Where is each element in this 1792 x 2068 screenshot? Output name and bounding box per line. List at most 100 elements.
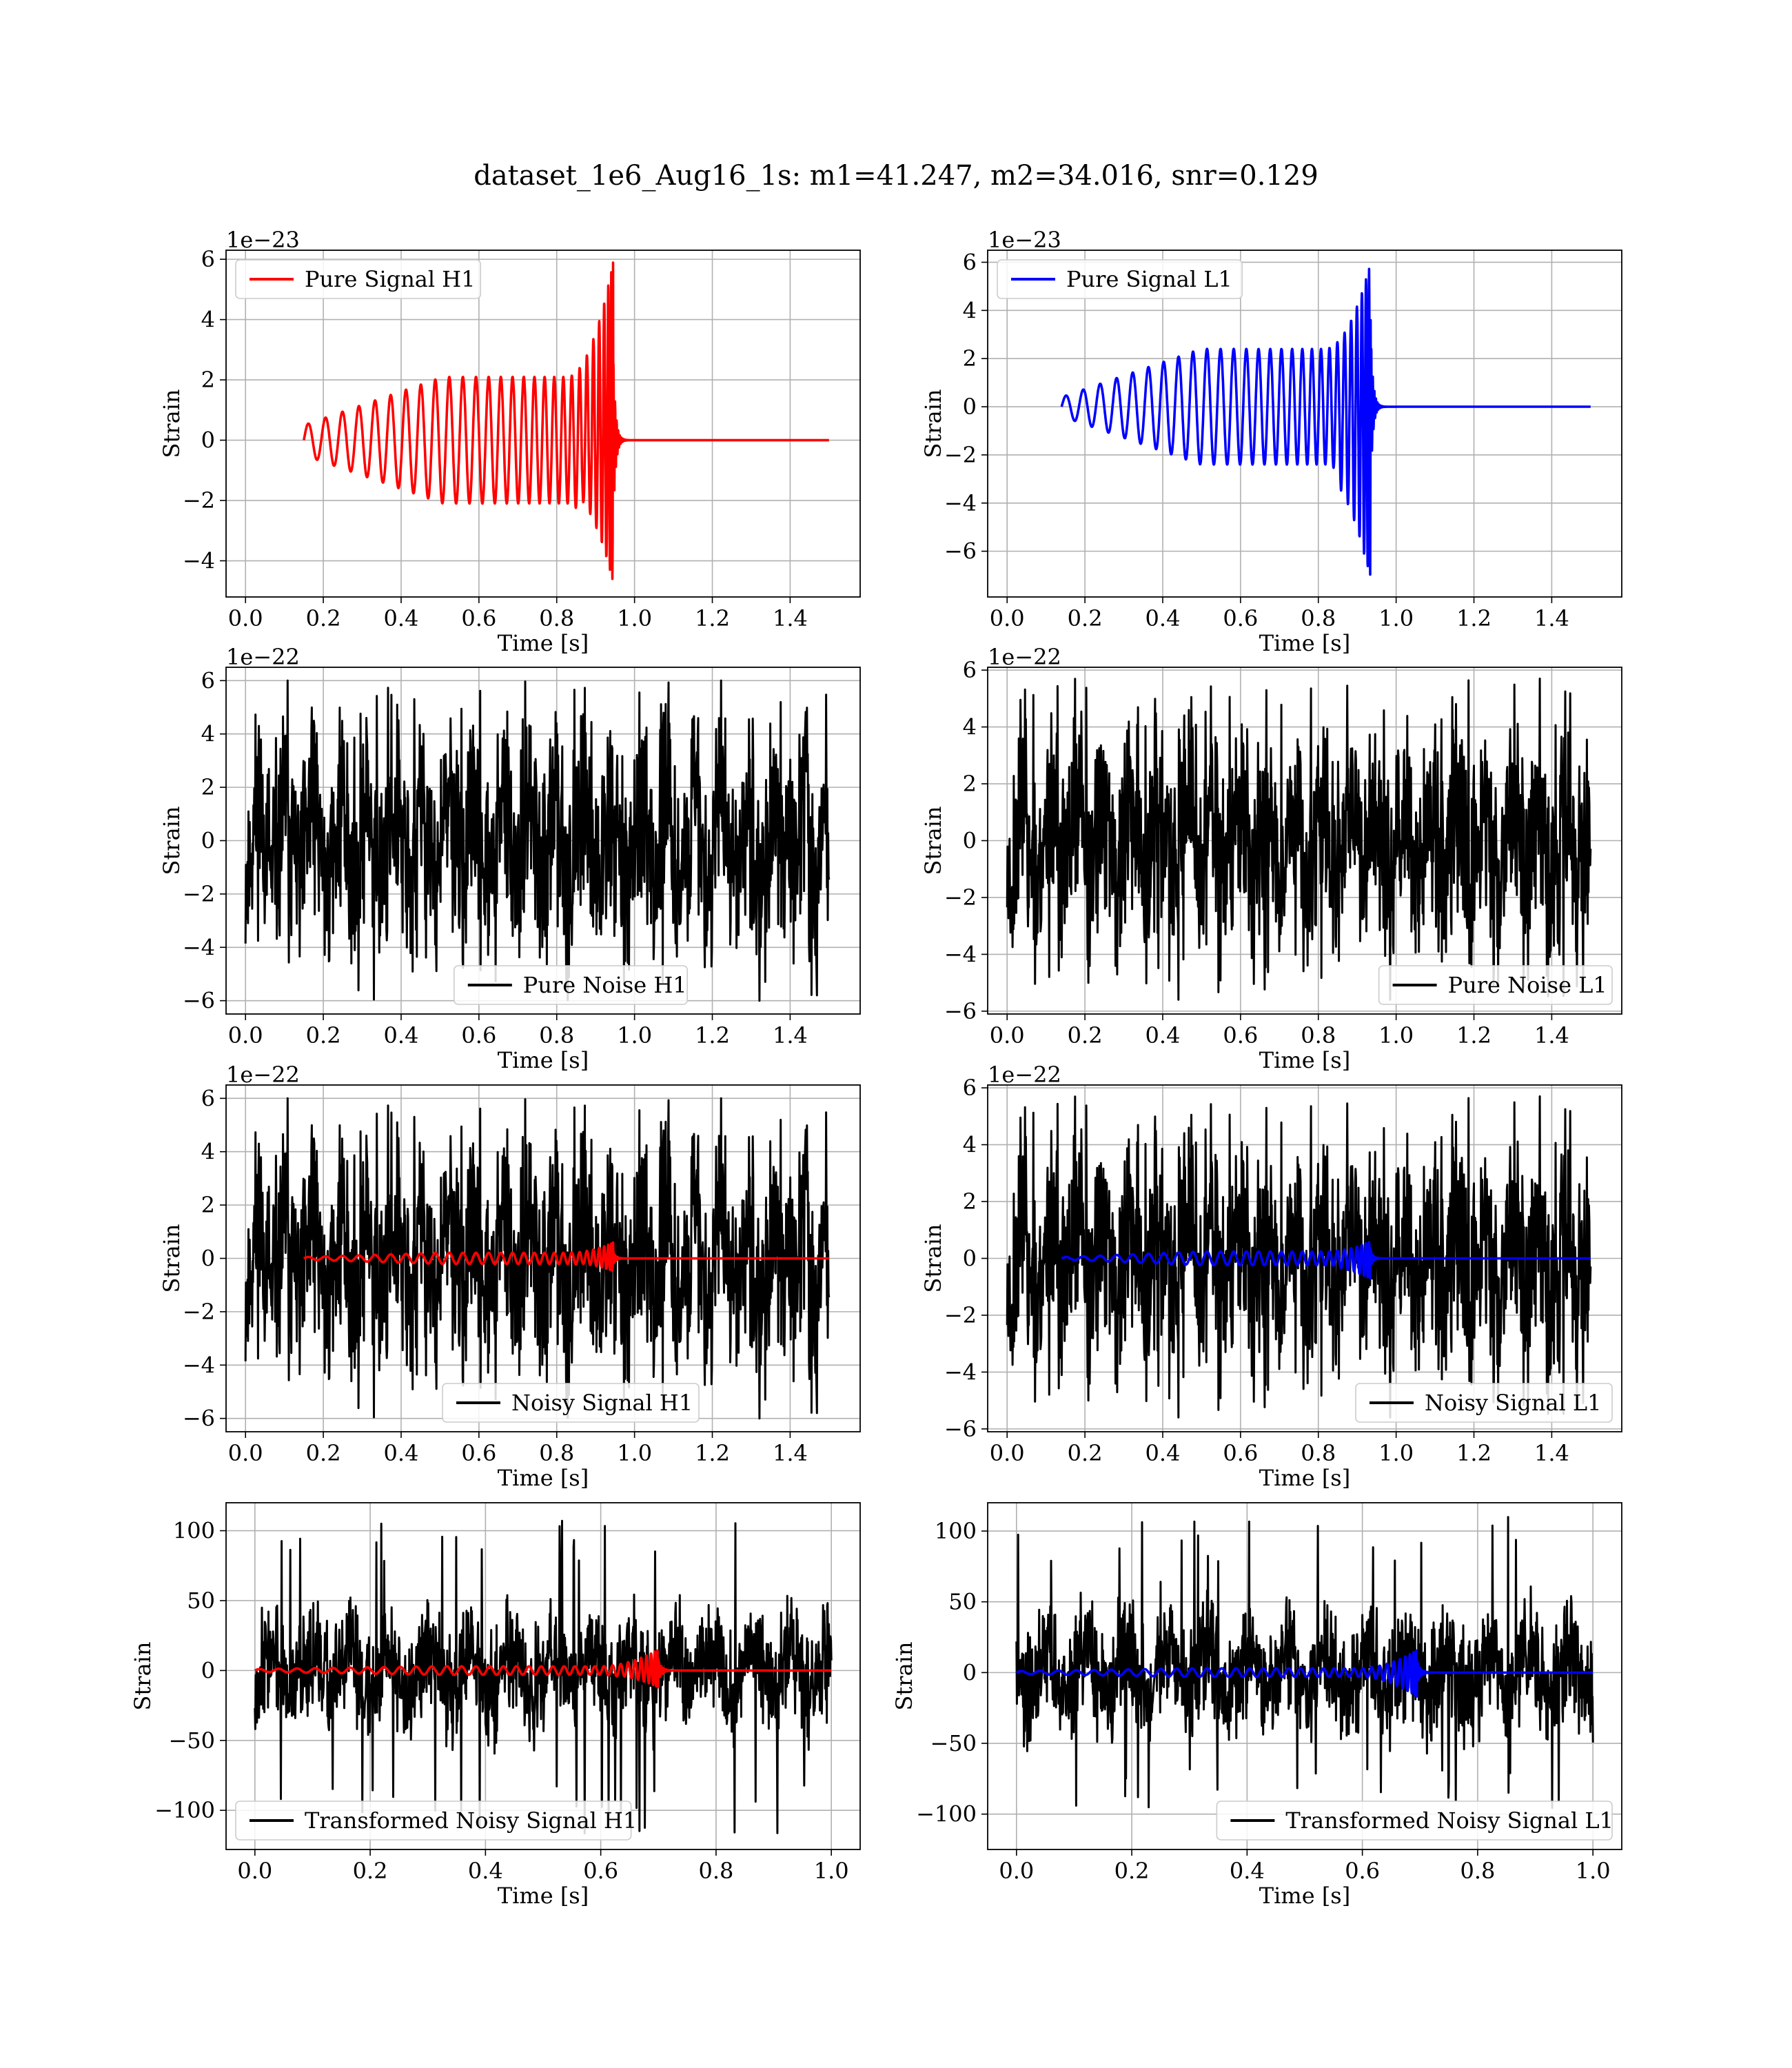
x-tick-label: 0.8	[539, 605, 574, 631]
legend-label: Noisy Signal L1	[1425, 1390, 1602, 1416]
x-tick-label: 0.2	[353, 1858, 388, 1884]
x-axis-label: Time [s]	[498, 630, 589, 656]
x-tick-label: 1.2	[1456, 1440, 1491, 1466]
x-tick-label: 1.0	[617, 1440, 652, 1466]
x-tick-label: 1.0	[1378, 1440, 1414, 1466]
y-tick-label: −6	[944, 1416, 977, 1442]
noise-series-line	[244, 679, 831, 1002]
legend: Pure Noise H1	[453, 965, 688, 1005]
noise-series-line	[254, 1519, 833, 1835]
series-group	[1060, 267, 1592, 576]
series-group	[1006, 678, 1592, 1001]
y-tick-label: −2	[183, 1299, 215, 1325]
x-axis-label: Time [s]	[1259, 1883, 1350, 1909]
x-tick-label: 0.6	[1345, 1858, 1380, 1884]
y-tick-label: 4	[963, 714, 977, 740]
x-tick-label: 1.0	[617, 1022, 652, 1048]
x-tick-label: 1.0	[1576, 1858, 1611, 1884]
x-axis-label: Time [s]	[1259, 1047, 1350, 1073]
axes-frame	[987, 250, 1622, 598]
noise-series-line	[244, 1097, 831, 1420]
x-tick-label: 0.2	[1068, 1440, 1103, 1466]
y-tick-label: 0	[201, 427, 215, 454]
series-group	[1015, 1516, 1594, 1810]
y-tick-label: 100	[935, 1518, 977, 1544]
y-tick-label: −6	[944, 538, 977, 565]
x-tick-label: 1.0	[814, 1858, 849, 1884]
x-tick-label: 0.2	[1068, 605, 1103, 631]
x-tick-label: 0.0	[990, 1022, 1025, 1048]
y-tick-label: 50	[948, 1589, 977, 1615]
x-tick-label: 1.2	[1456, 1022, 1491, 1048]
x-tick-label: 0.2	[306, 605, 341, 631]
x-tick-label: 0.0	[999, 1858, 1034, 1884]
x-tick-label: 1.4	[773, 1440, 808, 1466]
legend-label: Pure Noise H1	[523, 972, 687, 998]
x-tick-label: 1.4	[773, 1022, 808, 1048]
axis-offset-text: 1e−22	[226, 1062, 300, 1088]
x-tick-label: 1.2	[695, 1022, 730, 1048]
x-tick-label: 1.4	[1534, 1440, 1569, 1466]
legend-box	[1378, 965, 1613, 1005]
x-axis-label: Time [s]	[1259, 630, 1350, 656]
y-axis-label: Strain	[920, 1224, 946, 1293]
legend-box	[235, 259, 482, 299]
y-tick-label: 0	[201, 1657, 215, 1683]
x-tick-label: 0.4	[384, 1022, 419, 1048]
x-tick-label: 0.4	[468, 1858, 503, 1884]
legend-label: Pure Signal L1	[1066, 266, 1232, 292]
signal-series-line	[303, 1241, 831, 1273]
noise-series-line	[1015, 1516, 1594, 1810]
axis-offset-text: 1e−23	[988, 227, 1061, 253]
subplot-grid: 0.0 0.2 0.4 0.6 0.8 1.0 1.2 1.4 −4 −2 0 2 4 6 Time [s]…	[130, 227, 1622, 1909]
y-tick-label: −2	[183, 487, 215, 514]
subplot-7: 0.0 0.2 0.4 0.6 0.8 1.0 −100 −50 0 50 100 Time [s] S…	[130, 1502, 861, 1909]
x-tick-label: 0.4	[1146, 605, 1181, 631]
figure-title: dataset_1e6_Aug16_1s: m1=41.247, m2=34.0…	[474, 160, 1318, 192]
y-tick-label: 4	[201, 307, 215, 333]
legend: Noisy Signal L1	[1355, 1383, 1613, 1423]
x-axis-label: Time [s]	[498, 1465, 589, 1491]
subplot-3: 0.0 0.2 0.4 0.6 0.8 1.0 1.2 1.4 −6 −4 −2 0 2 4 6 Time […	[159, 644, 861, 1073]
y-axis-label: Strain	[891, 1642, 917, 1711]
x-tick-label: 1.4	[773, 605, 808, 631]
y-tick-label: 4	[963, 1132, 977, 1158]
series-group	[244, 679, 831, 1002]
x-tick-label: 0.0	[990, 1440, 1025, 1466]
y-tick-label: 2	[963, 1188, 977, 1215]
y-tick-label: 0	[963, 394, 977, 420]
x-tick-label: 0.6	[461, 605, 496, 631]
x-tick-label: 0.8	[539, 1022, 574, 1048]
x-tick-label: 0.0	[990, 605, 1025, 631]
noise-series-line	[1006, 678, 1592, 1001]
y-tick-label: −6	[183, 1406, 215, 1432]
x-axis-label: Time [s]	[498, 1883, 589, 1909]
y-tick-label: 2	[963, 345, 977, 372]
axis-offset-text: 1e−22	[226, 644, 300, 670]
subplot-1: 0.0 0.2 0.4 0.6 0.8 1.0 1.2 1.4 −4 −2 0 2 4 6 Time [s]…	[159, 227, 861, 656]
x-tick-label: 0.6	[1223, 1022, 1258, 1048]
x-tick-label: 0.0	[228, 605, 263, 631]
y-tick-label: −2	[944, 442, 977, 468]
y-tick-label: −2	[944, 1302, 977, 1328]
legend: Pure Signal L1	[997, 259, 1243, 299]
x-tick-label: 1.2	[1456, 605, 1491, 631]
x-tick-label: 0.0	[228, 1440, 263, 1466]
x-tick-label: 0.4	[1146, 1440, 1181, 1466]
legend-box	[1355, 1383, 1613, 1423]
y-tick-label: −4	[183, 548, 215, 574]
x-tick-label: 0.6	[461, 1022, 496, 1048]
series-group	[303, 261, 831, 580]
y-tick-label: 0	[201, 828, 215, 854]
x-tick-label: 1.0	[1378, 605, 1414, 631]
x-tick-label: 0.8	[1460, 1858, 1495, 1884]
x-tick-label: 0.2	[306, 1440, 341, 1466]
y-axis-label: Strain	[920, 807, 946, 875]
y-tick-label: 6	[201, 667, 215, 693]
y-tick-label: −4	[944, 1359, 977, 1385]
legend-box	[442, 1383, 700, 1423]
x-axis-label: Time [s]	[498, 1047, 589, 1073]
y-axis-label: Strain	[159, 389, 185, 458]
y-tick-label: −2	[183, 881, 215, 907]
